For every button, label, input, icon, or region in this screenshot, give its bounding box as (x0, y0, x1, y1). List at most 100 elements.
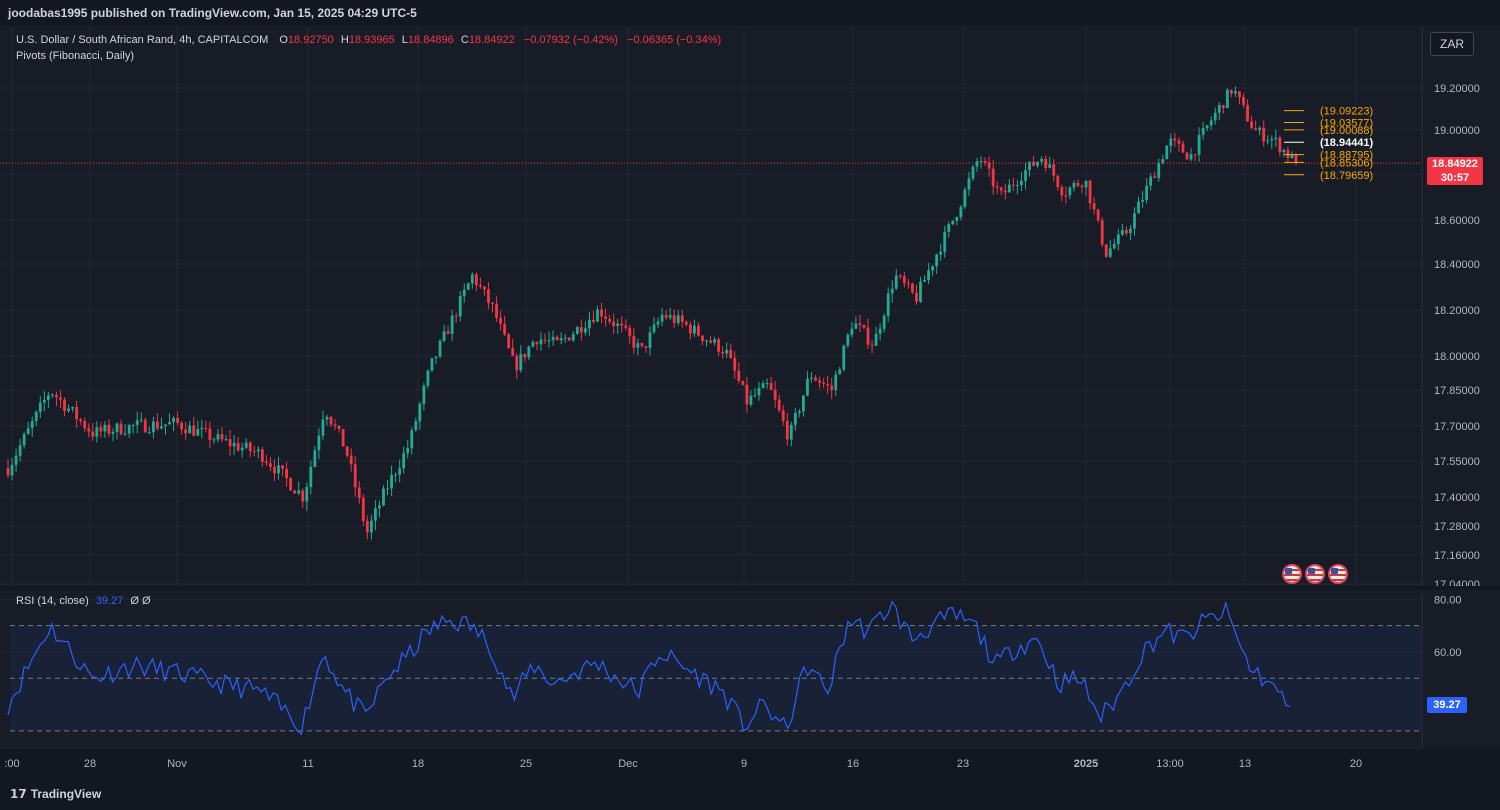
open-value: 18.92750 (287, 34, 334, 46)
candle-body (79, 419, 83, 421)
candle-body (103, 424, 107, 432)
candle-body (289, 478, 293, 491)
candle-body (850, 328, 854, 335)
y-tick-label: 17.55000 (1434, 456, 1480, 468)
candle-body (442, 331, 446, 341)
currency-button[interactable]: ZAR (1430, 32, 1474, 56)
tradingview-logo-icon: 𝟭𝟳 (10, 787, 27, 801)
candle-body (579, 327, 583, 333)
candle-body (321, 419, 325, 436)
y-tick-label: 18.60000 (1434, 215, 1480, 227)
economic-events[interactable] (1282, 564, 1348, 584)
candle-body (434, 356, 438, 359)
candle-body (636, 343, 640, 348)
candle-body (406, 448, 410, 454)
candle-body (1016, 184, 1019, 186)
candle-body (1197, 134, 1201, 155)
pivot-label: (18.85306) (1320, 157, 1373, 169)
price-pane[interactable]: 19.2000019.0000018.8000018.6000018.40000… (0, 26, 1500, 586)
candle-body (374, 508, 377, 521)
candle-body (216, 434, 220, 440)
candle-body (483, 286, 486, 290)
candle-body (1286, 149, 1290, 158)
pivot-label: (18.88795) (1320, 150, 1373, 162)
candle-body (414, 421, 418, 431)
us-flag-event-icon[interactable] (1305, 564, 1325, 584)
y-tick-label: 19.20000 (1434, 83, 1480, 95)
y-tick-label: 17.04000 (1434, 579, 1480, 586)
candle-body (592, 319, 595, 322)
candle-body (830, 385, 834, 390)
candle-body (426, 370, 430, 386)
candle-body (325, 416, 329, 420)
us-flag-event-icon[interactable] (1282, 564, 1302, 584)
candle-body (987, 162, 991, 169)
candle-body (846, 334, 850, 346)
candle-body (858, 323, 862, 326)
candle-body (947, 224, 951, 232)
y-tick-label: 17.85000 (1434, 385, 1480, 397)
candle-body (236, 443, 240, 451)
candle-body (446, 331, 450, 334)
candle-body (563, 337, 567, 339)
candle-body (769, 383, 773, 390)
candle-body (172, 418, 175, 423)
pivots-indicator-legend[interactable]: Pivots (Fibonacci, Daily) (16, 50, 134, 62)
candle-body (256, 449, 260, 452)
candle-body (107, 424, 111, 434)
candle-body (1007, 184, 1011, 193)
candle-body (967, 178, 971, 190)
x-tick-label: 23 (957, 758, 969, 770)
time-axis[interactable]: :00 28 Nov 11 18 25 Dec 9 16 23 2025 13:00 13 20 (0, 748, 1500, 778)
candle-body (196, 429, 200, 436)
candle-body (1238, 91, 1241, 98)
candle-body (1270, 139, 1274, 141)
candle-body (164, 424, 167, 427)
candle-body (931, 266, 935, 271)
symbol-name: U.S. Dollar / South African Rand, 4h, CA… (16, 34, 269, 46)
candle-body (600, 309, 603, 317)
x-tick-label: 20 (1350, 758, 1362, 770)
candle-body (1129, 228, 1132, 234)
rsi-line (7, 600, 1291, 736)
rsi-pane[interactable]: 80.00 60.00 RSI (14, close) 39.27 Ø Ø (0, 590, 1500, 748)
candle-body (305, 486, 309, 502)
candle-body (75, 406, 79, 420)
pivot-label: (18.79659) (1320, 170, 1373, 182)
last-price-tag: 18.84922 30:57 (1427, 157, 1483, 185)
candle-body (523, 353, 527, 358)
candle-body (1149, 176, 1153, 186)
candle-body (1250, 121, 1253, 129)
candle-body (26, 428, 30, 435)
rsi-chart[interactable]: 80.00 60.00 (0, 590, 1500, 748)
candle-body (773, 389, 777, 400)
candle-body (898, 275, 902, 277)
candle-body (269, 463, 272, 467)
candle-body (402, 453, 406, 469)
candle-body (640, 343, 644, 347)
candle-body (527, 346, 531, 358)
candle-body (1116, 234, 1120, 245)
candle-body (882, 316, 886, 329)
candle-body (539, 339, 543, 345)
candle-body (1052, 164, 1056, 176)
price-chart[interactable]: 19.2000019.0000018.8000018.6000018.40000… (0, 26, 1500, 586)
candle-body (1225, 89, 1229, 109)
candle-body (208, 428, 212, 440)
candle-body (1274, 137, 1278, 140)
candle-body (688, 324, 692, 334)
candle-body (1185, 152, 1189, 160)
candle-body (349, 455, 353, 465)
candle-body (1217, 105, 1221, 113)
candle-body (188, 425, 192, 434)
symbol-legend: U.S. Dollar / South African Rand, 4h, CA… (16, 34, 721, 46)
candle-body (745, 384, 749, 405)
tradingview-brand[interactable]: 𝟭𝟳 TradingView (10, 787, 101, 801)
us-flag-event-icon[interactable] (1328, 564, 1348, 584)
candle-body (753, 395, 757, 397)
candle-body (67, 408, 70, 411)
candle-body (717, 339, 721, 352)
candle-body (470, 274, 474, 284)
candle-body (660, 314, 664, 322)
candle-body (854, 323, 858, 329)
